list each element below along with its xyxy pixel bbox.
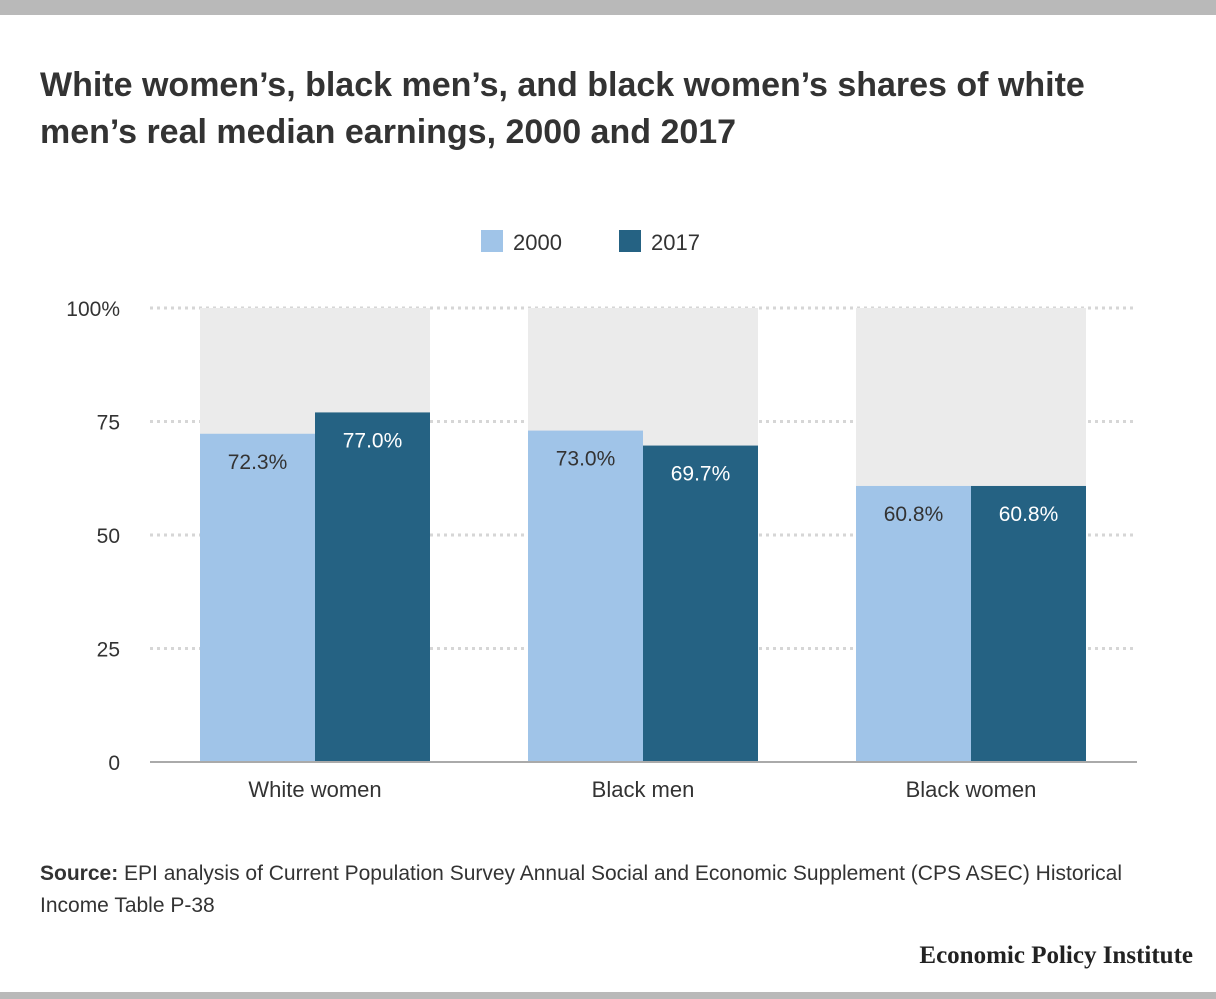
x-tick-label: Black women xyxy=(906,777,1037,802)
legend-label: 2017 xyxy=(651,230,700,255)
bar xyxy=(856,485,971,762)
top-rule xyxy=(0,0,1216,15)
legend-swatch xyxy=(619,230,641,252)
source-label: Source: xyxy=(40,862,119,885)
data-label: 69.7% xyxy=(671,463,731,486)
bottom-rule xyxy=(0,992,1216,999)
x-tick-label: White women xyxy=(248,777,381,802)
bar-chart: 0 25 50 75 100% 72.3% 77.0% White women 73.0% 69.… xyxy=(66,230,1137,802)
y-tick-label: 100% xyxy=(66,298,120,321)
data-label: 73.0% xyxy=(556,448,616,471)
legend-label: 2000 xyxy=(513,230,562,255)
y-tick-label: 25 xyxy=(97,639,120,662)
bar xyxy=(315,412,430,762)
bar xyxy=(200,433,315,762)
bar xyxy=(971,485,1086,762)
data-label: 60.8% xyxy=(884,503,944,526)
chart-title: White women’s, black men’s, and black wo… xyxy=(40,66,1085,151)
brand-logo: Economic Policy Institute xyxy=(919,942,1193,969)
y-tick-label: 0 xyxy=(108,752,120,775)
legend-swatch xyxy=(481,230,503,252)
data-label: 77.0% xyxy=(343,429,403,452)
source-text: EPI analysis of Current Population Surve… xyxy=(40,862,1123,917)
bar xyxy=(643,445,758,762)
x-tick-label: Black men xyxy=(592,777,695,802)
data-label: 60.8% xyxy=(999,503,1059,526)
y-tick-label: 75 xyxy=(97,412,120,435)
y-tick-label: 50 xyxy=(97,525,120,548)
source-note: Source: EPI analysis of Current Populati… xyxy=(40,858,1160,922)
bar xyxy=(528,430,643,762)
data-label: 72.3% xyxy=(228,451,288,474)
